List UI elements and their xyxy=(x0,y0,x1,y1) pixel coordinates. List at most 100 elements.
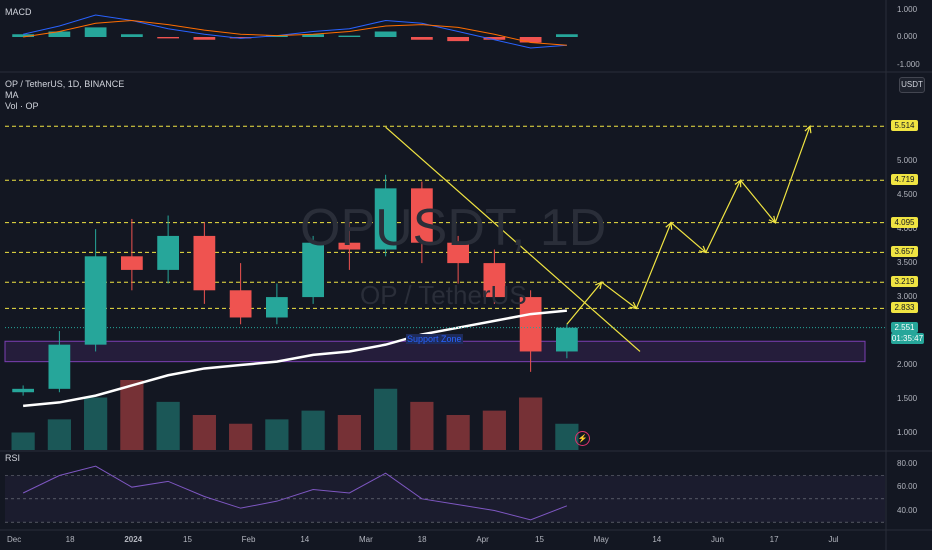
macd-histogram-bar xyxy=(157,37,179,39)
macd-histogram-bar xyxy=(266,35,288,37)
time-tick-label: Apr xyxy=(476,535,489,544)
projection-arrowhead xyxy=(768,215,777,224)
resistance-level-tag: 5.514 xyxy=(891,120,918,132)
time-tick-label: Feb xyxy=(241,535,256,544)
volume-bar xyxy=(11,432,35,450)
volume-bar xyxy=(410,401,434,450)
lightning-icon[interactable]: ⚡ xyxy=(575,431,590,446)
macd-tick-label: 1.000 xyxy=(897,4,918,14)
macd-pane-label: MACD xyxy=(5,7,32,17)
price-tick-label: 1.500 xyxy=(897,394,918,404)
candle-body xyxy=(302,242,324,298)
candle-body xyxy=(556,327,578,352)
macd-histogram-bar xyxy=(556,34,578,37)
macd-tick-label: -1.000 xyxy=(897,59,920,69)
projection-arrowhead xyxy=(734,179,742,188)
candle-body xyxy=(266,297,288,318)
time-tick-label: May xyxy=(593,535,609,544)
time-tick-label: Dec xyxy=(7,535,22,544)
volume-bar xyxy=(482,410,506,450)
resistance-level-tag: 4.095 xyxy=(891,216,918,228)
time-tick-label: 2024 xyxy=(124,535,143,544)
support-zone-label: Support Zone xyxy=(406,334,463,344)
price-tick-label: 5.000 xyxy=(897,156,918,166)
time-tick-label: Mar xyxy=(359,535,373,544)
price-tick-label: 3.500 xyxy=(897,258,918,268)
candle-body xyxy=(447,242,469,264)
resistance-level-tag: 3.657 xyxy=(891,246,918,258)
time-tick-label: 15 xyxy=(183,535,192,544)
resistance-level-tag: 2.833 xyxy=(891,302,918,314)
rsi-pane-label: RSI xyxy=(5,453,21,463)
projection-arrowhead xyxy=(698,245,707,254)
resistance-level-tag: 4.719 xyxy=(891,174,918,186)
projection-arrowhead xyxy=(665,221,673,230)
support-zone xyxy=(4,340,866,363)
time-tick-label: 14 xyxy=(652,535,662,544)
candle-body xyxy=(12,388,34,393)
volume-bar xyxy=(301,410,325,450)
candle-body xyxy=(411,188,433,243)
price-tick-label: 4.500 xyxy=(897,190,918,200)
time-tick-label: 14 xyxy=(300,535,310,544)
time-tick-label: 17 xyxy=(769,535,779,544)
symbol-title: OP / TetherUS, 1D, BINANCE xyxy=(5,79,125,89)
candle-body xyxy=(483,263,506,298)
rsi-tick-label: 40.00 xyxy=(897,505,918,515)
price-tick-label: 4.000 xyxy=(897,224,918,234)
macd-histogram-bar xyxy=(374,31,397,37)
macd-histogram-bar xyxy=(411,37,433,40)
countdown-tag: 01:35:47 xyxy=(891,332,924,344)
macd-histogram-bar xyxy=(519,37,542,43)
volume-indicator-label[interactable]: Vol · OP xyxy=(5,101,39,111)
volume-bar xyxy=(555,423,579,450)
volume-bar xyxy=(265,419,289,450)
macd-histogram-bar xyxy=(229,37,252,39)
projection-arrowhead xyxy=(594,281,603,290)
macd-histogram-bar xyxy=(48,31,71,37)
rsi-tick-label: 80.00 xyxy=(897,458,918,468)
time-tick-label: Jul xyxy=(828,535,839,544)
candle-body xyxy=(338,242,361,250)
macd-histogram-bar xyxy=(302,34,324,37)
price-tick-label: 2.000 xyxy=(897,360,918,370)
time-tick-label: Jun xyxy=(711,535,724,544)
candle-body xyxy=(519,297,542,352)
projection-path xyxy=(566,126,811,325)
candle-body xyxy=(121,256,143,270)
volume-bar xyxy=(374,388,398,450)
price-tick-label: 3.000 xyxy=(897,292,918,302)
macd-histogram-bar xyxy=(121,34,143,37)
volume-bar xyxy=(192,415,216,450)
volume-bar xyxy=(446,415,470,450)
rsi-line xyxy=(22,465,568,521)
macd-tick-label: 0.000 xyxy=(897,32,918,41)
volume-bar xyxy=(84,397,108,450)
macd-histogram-bar xyxy=(447,37,469,42)
time-tick-label: 18 xyxy=(65,535,75,544)
volume-bar xyxy=(337,415,361,450)
volume-bar xyxy=(519,397,543,450)
descending-trendline xyxy=(385,126,641,352)
currency-button[interactable]: USDT xyxy=(899,77,925,93)
candle-body xyxy=(48,344,71,389)
moving-average-line xyxy=(23,309,567,408)
volume-bar xyxy=(120,380,144,450)
macd-histogram-bar xyxy=(338,35,361,37)
candle-body xyxy=(84,256,107,345)
macd-signal-line xyxy=(23,19,567,46)
time-tick-label: 18 xyxy=(417,535,427,544)
volume-bar xyxy=(156,401,180,450)
volume-bar xyxy=(47,419,71,450)
current-price-tag: 2.551 xyxy=(891,321,918,333)
ma-indicator-label[interactable]: MA xyxy=(5,90,19,100)
resistance-level-tag: 3.219 xyxy=(891,276,918,288)
price-tick-label: 1.000 xyxy=(897,428,918,437)
macd-line xyxy=(23,14,567,49)
macd-histogram-bar xyxy=(483,37,506,40)
projection-arrowhead xyxy=(629,301,638,310)
candle-body xyxy=(374,188,397,250)
macd-histogram-bar xyxy=(84,27,107,37)
macd-histogram-bar xyxy=(193,37,216,40)
